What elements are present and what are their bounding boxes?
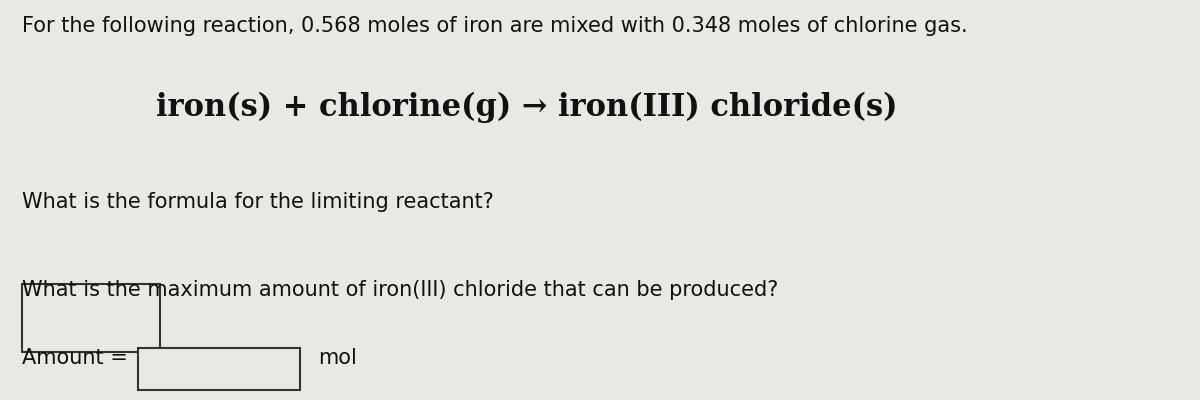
Text: Amount =: Amount = — [22, 348, 127, 368]
Text: For the following reaction, 0.568 moles of iron are mixed with 0.348 moles of ch: For the following reaction, 0.568 moles … — [22, 16, 967, 36]
FancyBboxPatch shape — [138, 348, 300, 390]
Text: What is the maximum amount of iron(III) chloride that can be produced?: What is the maximum amount of iron(III) … — [22, 280, 778, 300]
FancyBboxPatch shape — [22, 284, 160, 352]
Text: mol: mol — [318, 348, 356, 368]
Text: What is the formula for the limiting reactant?: What is the formula for the limiting rea… — [22, 192, 493, 212]
Text: iron(s) + chlorine(g) → iron(III) chloride(s): iron(s) + chlorine(g) → iron(III) chlori… — [156, 92, 898, 123]
